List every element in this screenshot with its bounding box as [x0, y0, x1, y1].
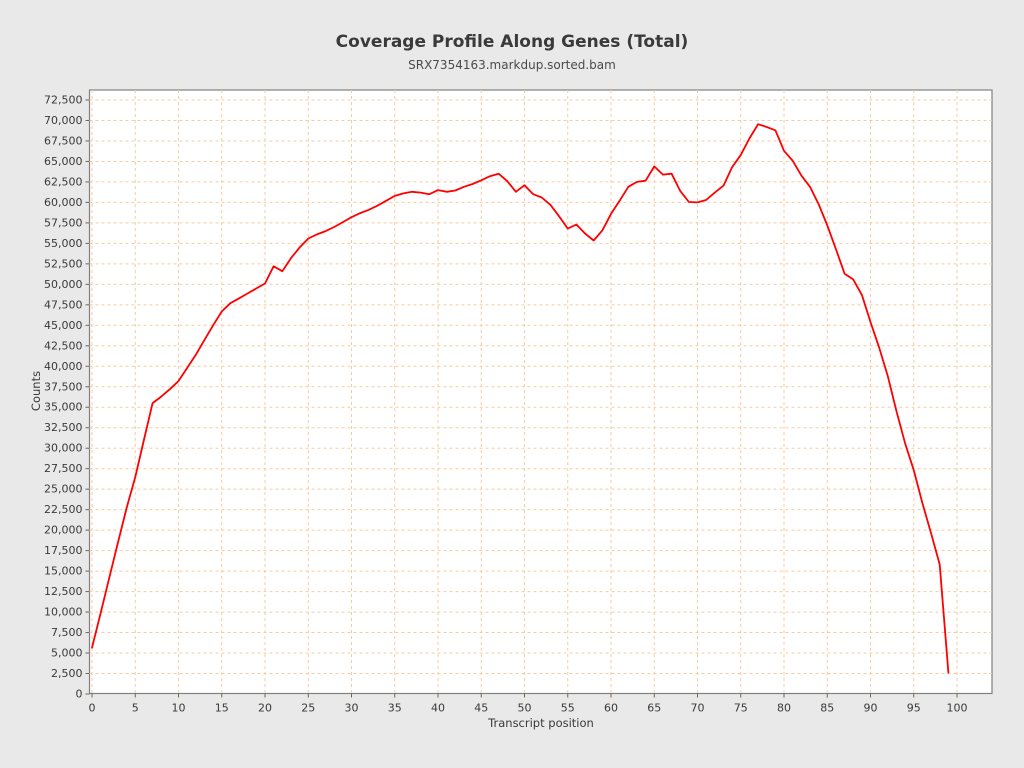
y-tick-label: 72,500	[44, 94, 83, 107]
y-tick-label: 25,000	[44, 483, 83, 496]
x-tick-label: 5	[132, 702, 139, 715]
plot-frame	[88, 89, 993, 695]
x-tick-label: 35	[388, 702, 402, 715]
y-tick-label: 55,000	[44, 237, 83, 250]
x-tick-label: 60	[604, 702, 618, 715]
x-tick-label: 50	[518, 702, 532, 715]
chart-subtitle: SRX7354163.markdup.sorted.bam	[408, 58, 616, 72]
y-tick-label: 35,000	[44, 401, 83, 414]
y-axis-title: Counts	[29, 370, 43, 412]
y-tick-label: 45,000	[44, 319, 83, 332]
x-tick-label: 70	[691, 702, 705, 715]
x-tick-label: 65	[647, 702, 661, 715]
y-tick-label: 27,500	[44, 462, 83, 475]
x-tick-label: 20	[258, 702, 272, 715]
y-tick-label: 50,000	[44, 278, 83, 291]
y-tick-label: 7,500	[51, 626, 83, 639]
y-tick-label: 30,000	[44, 442, 83, 455]
x-tick-label: 15	[215, 702, 229, 715]
x-tick-label: 80	[777, 702, 791, 715]
x-tick-label: 10	[172, 702, 186, 715]
y-tick-label: 42,500	[44, 339, 83, 352]
y-tick-label: 0	[76, 688, 83, 701]
y-tick-label: 5,000	[51, 647, 83, 660]
y-tick-label: 17,500	[44, 544, 83, 557]
x-tick-label: 90	[864, 702, 878, 715]
x-tick-label: 40	[431, 702, 445, 715]
y-tick-label: 52,500	[44, 257, 83, 270]
y-tick-label: 65,000	[44, 155, 83, 168]
y-tick-label: 2,500	[51, 667, 83, 680]
y-tick-label: 37,500	[44, 380, 83, 393]
chart-title: Coverage Profile Along Genes (Total)	[335, 32, 689, 52]
y-tick-label: 47,500	[44, 298, 83, 311]
y-tick-label: 57,500	[44, 216, 83, 229]
x-tick-label: 30	[345, 702, 359, 715]
y-tick-label: 32,500	[44, 421, 83, 434]
y-tick-label: 62,500	[44, 175, 83, 188]
y-tick-label: 60,000	[44, 196, 83, 209]
x-tick-label: 95	[907, 702, 921, 715]
y-tick-label: 70,000	[44, 114, 83, 127]
y-tick-label: 20,000	[44, 524, 83, 537]
x-tick-label: 45	[474, 702, 488, 715]
y-tick-label: 15,000	[44, 565, 83, 578]
x-tick-label: 25	[301, 702, 315, 715]
x-tick-label: 75	[734, 702, 748, 715]
y-tick-label: 67,500	[44, 134, 83, 147]
y-tick-label: 10,000	[44, 606, 83, 619]
x-tick-label: 85	[820, 702, 834, 715]
y-tick-label: 12,500	[44, 585, 83, 598]
coverage-line	[91, 123, 950, 674]
y-tick-label: 22,500	[44, 503, 83, 516]
x-tick-label: 100	[947, 702, 968, 715]
x-tick-label: 55	[561, 702, 575, 715]
y-tick-label: 40,000	[44, 360, 83, 373]
x-tick-label: 0	[89, 702, 96, 715]
x-axis-title: Transcript position	[488, 716, 594, 730]
